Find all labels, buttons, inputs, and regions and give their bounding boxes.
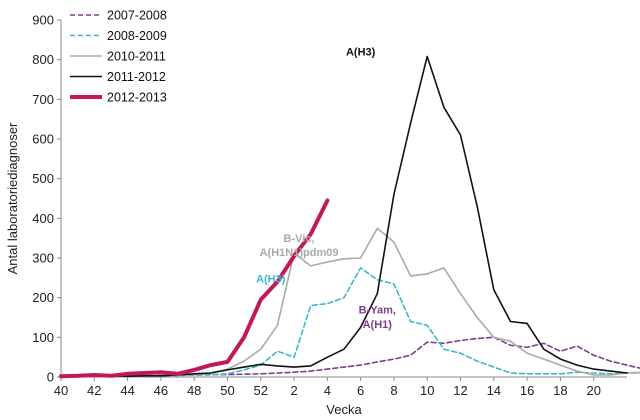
x-tick-label: 4 [324,383,331,398]
y-tick-label: 0 [47,370,54,385]
annotation-layer: A(H3) B-Vic, A(H1N1)pdm09 A(H3) B-Yam, A(H1) [256,47,396,332]
y-tick-label: 700 [32,92,54,107]
x-tick-label: 14 [487,383,501,398]
x-tick-label: 6 [357,383,364,398]
legend-entry: 2008-2009 [107,29,167,43]
annotation-label: A(H3) [256,274,286,286]
legend: 2007-2008 2008-2009 2010-2011 2011-2012 2012… [70,9,167,105]
x-tick-label: 10 [420,383,434,398]
annotation-label: A(H1) [363,319,393,331]
annotation-label: B-Yam, [359,305,396,317]
y-tick-label: 200 [32,290,54,305]
series-line-2008-2009 [60,267,640,378]
x-tick-label: 8 [390,383,397,398]
annotation-label: A(H3) [346,47,376,59]
y-tick-label: 600 [32,132,54,147]
y-tick-label: 800 [32,52,54,67]
y-tick-label: 100 [32,330,54,345]
x-tick-label: 20 [586,383,600,398]
x-tick-label: 52 [254,383,268,398]
series-line-2012-2013 [59,198,330,379]
y-tick-label: 400 [32,211,54,226]
x-tick-label: 46 [154,383,168,398]
x-tick-label: 42 [87,383,101,398]
legend-entry: 2011-2012 [107,70,166,84]
y-tick-label: 300 [32,251,54,266]
annotation-label: B-Vic, [284,233,315,245]
x-tick-label: 2 [290,383,297,398]
series-line-2007-2008 [60,336,640,378]
y-axis-title: Antal laboratoriediagnoser [5,122,20,274]
x-tick-label: 18 [553,383,567,398]
y-tick-label: 900 [32,13,54,28]
series-line-2011-2012 [60,55,628,378]
x-tick-label: 16 [520,383,534,398]
legend-entry: 2007-2008 [107,9,167,23]
x-tick-label: 48 [187,383,201,398]
x-tick-label: 40 [54,383,68,398]
annotation-label: A(H1N1)pdm09 [260,247,339,259]
legend-entry: 2012-2013 [107,91,167,105]
x-tick-label: 12 [453,383,467,398]
legend-entry: 2010-2011 [107,50,166,64]
y-tick-label: 500 [32,171,54,186]
x-tick-label: 50 [220,383,234,398]
x-tick-label: 44 [120,383,134,398]
series-layer [59,55,640,379]
x-axis-title: Vecka [326,402,362,417]
